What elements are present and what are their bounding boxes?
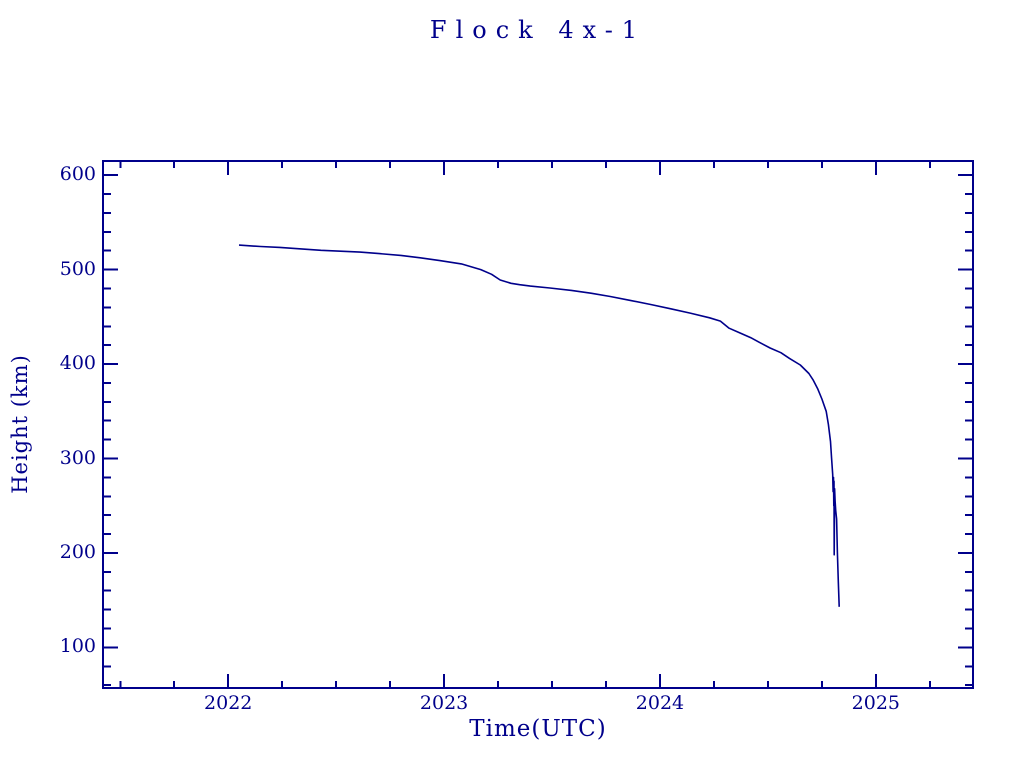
x-tick-label: 2025 (851, 692, 901, 714)
y-tick-label: 400 (59, 352, 96, 375)
y-tick-label: 600 (59, 163, 96, 186)
y-tick-label: 100 (59, 635, 96, 658)
y-tick-label: 300 (59, 446, 96, 469)
y-tick-label: 500 (59, 257, 96, 280)
chart-title: Flock 4x-1 (429, 16, 647, 44)
decay-curve (238, 244, 840, 607)
x-tick-label: 2022 (204, 692, 253, 714)
x-axis-label: Time(UTC) (469, 716, 607, 742)
x-tick-label: 2023 (419, 692, 469, 714)
plot-frame (102, 160, 974, 689)
x-tick-label: 2024 (635, 692, 685, 714)
y-axis-label: Height (km) (8, 354, 32, 494)
y-tick-label: 200 (59, 540, 96, 563)
